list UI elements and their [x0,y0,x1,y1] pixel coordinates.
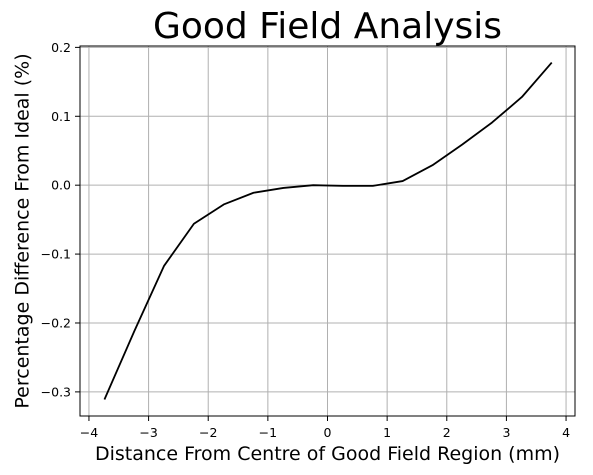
y-tick-label: −0.1 [41,247,71,262]
y-tick-label: −0.2 [41,315,71,330]
chart-title: Good Field Analysis [153,6,502,47]
plot-area [103,61,553,400]
axes-ticks: −4 −3 −2 −1 0 1 2 3 4 −0.3 −0.2 −0.1 0.0 0.1 0.2 [41,40,570,440]
x-tick-label: 2 [443,425,451,440]
x-tick-label: −1 [259,425,277,440]
x-tick-label: 3 [502,425,510,440]
y-tick-label: 0.1 [51,109,71,124]
x-tick-label: 4 [562,425,570,440]
x-tick-label: 0 [324,425,332,440]
y-axis-label: Percentage Difference From Ideal (%) [12,53,34,408]
y-tick-label: 0.0 [51,178,71,193]
grid [80,46,575,416]
y-tick-label: 0.2 [51,40,71,55]
y-tick-label: −0.3 [41,384,71,399]
x-tick-label: −3 [139,425,157,440]
x-tick-label: 1 [383,425,391,440]
series-line [103,61,553,400]
x-axis-label: Distance From Centre of Good Field Regio… [95,443,560,465]
x-tick-label: −2 [199,425,217,440]
x-tick-label: −4 [80,425,98,440]
